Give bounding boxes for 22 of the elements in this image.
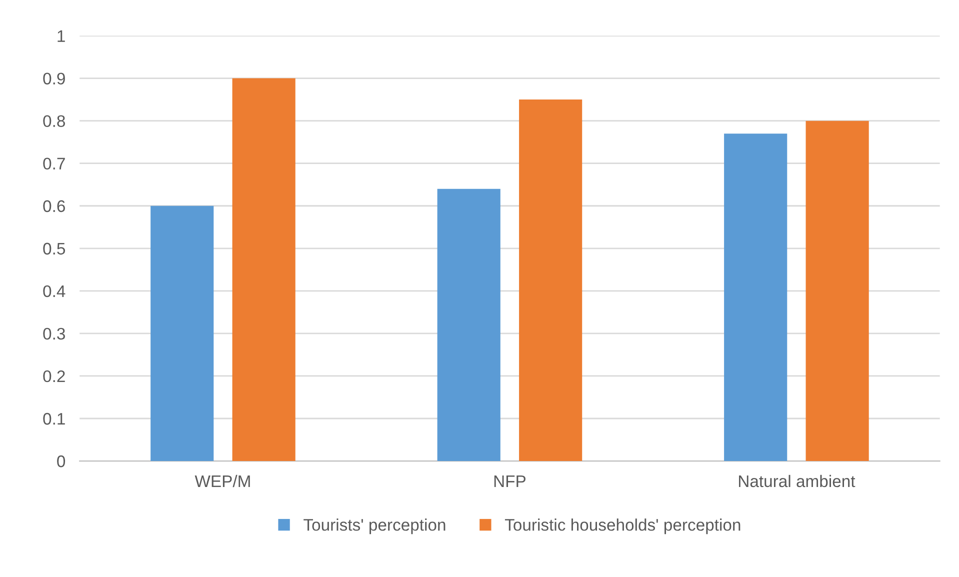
bar (437, 188, 500, 462)
bar (150, 206, 214, 462)
x-tick-label: WEP/M (194, 474, 250, 488)
y-tick-label: 0.1 (43, 412, 65, 425)
y-tick-label: 0 (57, 455, 66, 468)
legend-label: Touristic households' perception (504, 518, 740, 534)
y-tick-label: 0.9 (43, 72, 65, 84)
bar (519, 100, 582, 462)
x-tick-label: NFP (494, 476, 526, 487)
y-tick-label: 0.3 (43, 328, 65, 340)
y-tick-label: 0.4 (43, 285, 66, 298)
legend-label: Tourists' perception (304, 518, 446, 534)
bar (232, 78, 296, 462)
y-tick-label: 0.2 (43, 370, 65, 382)
y-tick-label: 0.5 (43, 242, 66, 255)
y-tick-label: 0.6 (43, 200, 65, 212)
y-tick-label: 0.7 (43, 158, 65, 170)
x-tick-label: Natural ambient (738, 474, 856, 488)
y-tick-label: 0.8 (43, 115, 65, 128)
bar (724, 134, 788, 462)
bar (806, 120, 869, 462)
y-tick-label: 1 (58, 30, 65, 42)
